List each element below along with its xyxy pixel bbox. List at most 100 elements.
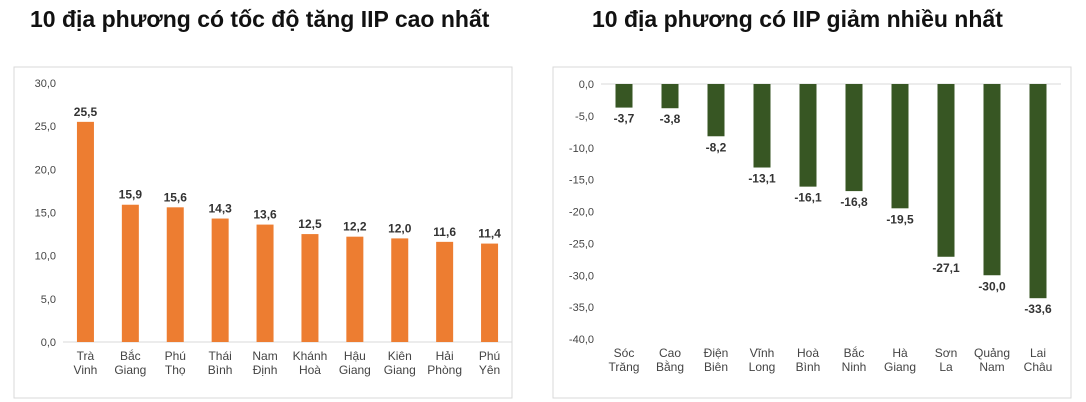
right-data-label: -30,0 [978, 279, 1006, 293]
right-category-label-line: Long [749, 360, 776, 374]
right-category-label: Cao Bằng [656, 346, 684, 374]
right-y-tick-label: -5,0 [575, 111, 594, 123]
left-bar [256, 224, 274, 342]
right-category-label-line: Hà [892, 346, 908, 360]
right-bar [937, 84, 955, 257]
left-category-label-line: Khánh [293, 349, 328, 363]
right-bar [1029, 84, 1047, 299]
left-y-tick-label: 15,0 [35, 208, 56, 220]
left-data-label: 13,6 [253, 208, 277, 222]
left-bar [436, 241, 454, 342]
right-data-label: -16,8 [840, 195, 868, 209]
right-bar [983, 84, 1001, 276]
right-y-tick-label: 0,0 [579, 79, 594, 91]
right-data-label: -19,5 [886, 212, 914, 226]
right-bar [707, 84, 725, 137]
right-bar [753, 84, 771, 168]
right-bar [845, 84, 863, 192]
left-bar [211, 218, 229, 342]
left-category-label: Hậu Giang [339, 349, 371, 377]
left-bar [76, 121, 94, 342]
right-category-label-line: Biên [704, 360, 728, 374]
left-category-label: Nam Định [252, 349, 277, 377]
left-y-tick-label: 5,0 [41, 294, 56, 306]
right-category-label: Hà Giang [884, 346, 916, 374]
right-category-label-line: Lai [1030, 346, 1046, 360]
right-category-label-line: Trăng [609, 360, 640, 374]
right-category-label-line: Quảng [974, 346, 1010, 360]
right-category-label-line: Hoà [797, 346, 819, 360]
left-category-label-line: Bình [208, 363, 233, 377]
right-bar [615, 84, 633, 108]
right-category-label-line: Sóc [614, 346, 635, 360]
right-bar [661, 84, 679, 109]
left-data-label: 15,6 [164, 190, 188, 204]
right-data-label: -16,1 [794, 191, 822, 205]
left-data-label: 11,6 [433, 225, 456, 239]
right-y-tick-label: -20,0 [569, 207, 594, 219]
right-category-label: Sóc Trăng [609, 346, 640, 374]
left-y-tick-label: 0,0 [41, 337, 56, 349]
left-category-label-line: Hậu [344, 349, 366, 363]
left-bar [166, 207, 184, 342]
right-category-label-line: Giang [884, 360, 916, 374]
left-data-label: 12,5 [298, 217, 322, 231]
right-category-label-line: Bình [796, 360, 821, 374]
right-category-label-line: Châu [1024, 360, 1053, 374]
left-category-label-line: Hải [436, 349, 454, 363]
left-category-label: Phú Thọ [165, 349, 186, 377]
left-category-label-line: Phú [479, 349, 500, 363]
left-bar [301, 234, 319, 342]
right-category-label: Vĩnh Long [749, 346, 776, 374]
right-category-label: Hoà Bình [796, 346, 821, 374]
left-category-label-line: Giang [114, 363, 146, 377]
right-category-label: Bắc Ninh [842, 345, 867, 374]
left-chart-title: 10 địa phương có tốc độ tăng IIP cao nhấ… [30, 6, 490, 32]
right-category-label-line: La [939, 360, 953, 374]
left-data-label: 14,3 [208, 202, 232, 216]
left-category-label-line: Yên [479, 363, 500, 377]
left-bar [481, 243, 499, 342]
left-bar [391, 238, 409, 342]
right-data-label: -8,2 [706, 140, 727, 154]
right-category-label-line: Nam [979, 360, 1004, 374]
left-category-label-line: Hoà [299, 363, 321, 377]
right-category-label: Sơn La [935, 346, 958, 374]
right-data-label: -3,7 [614, 112, 635, 126]
right-data-label: -3,8 [660, 112, 681, 126]
left-category-label: Bắc Giang [114, 348, 146, 377]
right-category-label-line: Điện [704, 346, 729, 360]
left-category-label-line: Phòng [427, 363, 462, 377]
left-category-label: Trà Vinh [74, 349, 98, 377]
left-category-label: Hải Phòng [427, 349, 462, 377]
right-data-label: -33,6 [1024, 302, 1052, 316]
left-y-tick-label: 25,0 [35, 121, 56, 133]
right-category-label-line: Bắc [844, 345, 865, 360]
right-y-tick-label: -15,0 [569, 175, 594, 187]
left-category-label-line: Thái [208, 349, 231, 363]
right-y-tick-label: -25,0 [569, 238, 594, 250]
left-category-label: Thái Bình [208, 349, 233, 377]
left-category-label-line: Trà [77, 349, 95, 363]
left-y-tick-label: 10,0 [35, 251, 56, 263]
left-category-label: Khánh Hoà [293, 349, 328, 377]
right-category-label: Lai Châu [1024, 346, 1053, 374]
right-y-tick-label: -10,0 [569, 143, 594, 155]
left-bar [346, 236, 364, 342]
right-chart-title: 10 địa phương có IIP giảm nhiều nhất [592, 6, 1003, 32]
left-category-label-line: Kiên [388, 349, 412, 363]
right-category-label-line: Ninh [842, 360, 867, 374]
left-data-label: 25,5 [74, 105, 98, 119]
left-category-label-line: Bắc [120, 348, 141, 363]
left-category-label-line: Định [253, 363, 278, 377]
left-bar [121, 204, 139, 342]
right-category-label-line: Vĩnh [750, 346, 775, 360]
left-data-label: 11,4 [478, 227, 501, 241]
right-category-label-line: Cao [659, 346, 681, 360]
left-category-label-line: Thọ [165, 363, 186, 377]
left-category-label: Phú Yên [479, 349, 500, 377]
right-category-label-line: Bằng [656, 359, 684, 374]
left-data-label: 12,0 [388, 221, 412, 235]
right-data-label: -27,1 [932, 261, 960, 275]
